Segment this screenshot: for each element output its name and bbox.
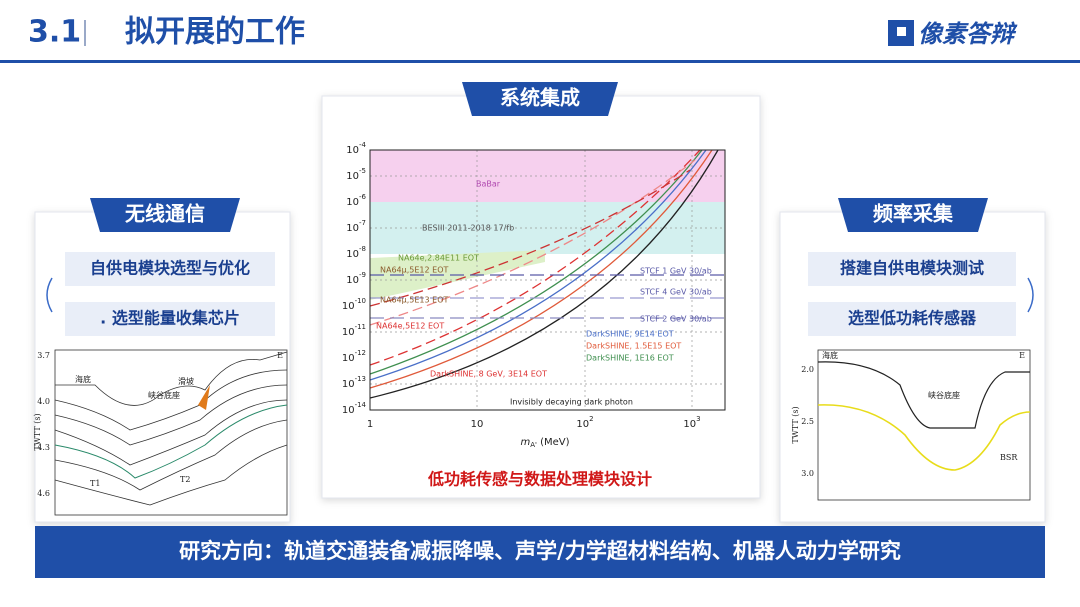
left-item-label: 自供电模块选型与优化 — [90, 259, 250, 278]
right-item — [808, 302, 1016, 336]
y-tick-label: 10-12 — [342, 349, 366, 364]
right-figure: 2.0 2.5 3.0 TWTT (s) E 海底 峡谷底座 BSR — [791, 349, 1031, 501]
annotation: Invisibly decaying dark photon — [510, 398, 633, 407]
header-rule — [0, 60, 1080, 63]
footer-banner — [35, 526, 1045, 578]
curves — [369, 149, 725, 399]
annotation: DarkSHINE, 9E14 EOT — [586, 330, 674, 339]
grid — [370, 150, 725, 410]
y-tick-label: 10-9 — [346, 271, 366, 286]
cycle-arrow — [46, 277, 53, 313]
fig-ylabel: TWTT (s) — [791, 406, 800, 443]
fig-label: T2 — [180, 475, 190, 484]
fig-label: 海底 — [75, 374, 91, 384]
annotation: NA64e,5E12 EOT — [376, 322, 444, 331]
annotation: NA64e,2.84E11 EOT — [398, 254, 479, 263]
right-tab — [838, 198, 988, 232]
y-tick-label: 10-11 — [342, 323, 366, 338]
fig-tick: 4.6 — [37, 489, 50, 498]
y-tick-label: 10-4 — [346, 141, 366, 156]
y-tick-label: 10-7 — [346, 219, 366, 234]
right-item-label: 搭建自供电模块测试 — [840, 259, 984, 278]
left-item-label: . 选型能量收集芯片 — [100, 309, 240, 328]
physics-plot: 10-4 10-5 10-6 10-7 10-8 10-9 10-10 10-1… — [342, 141, 726, 449]
fig-label: BSR — [1000, 453, 1018, 462]
fig-label: 峡谷底座 — [148, 390, 180, 400]
x-tick-label: 10 — [471, 419, 484, 430]
fig-tick: 2.0 — [801, 365, 814, 374]
x-tick-label: 103 — [683, 415, 700, 430]
fig-corner: E — [277, 351, 283, 360]
annotation: STCF 1 GeV 30/ab — [640, 267, 712, 276]
footer-text: 研究方向：轨道交通装备减振降噪、声学/力学超材料结构、机器人动力学研究 — [179, 539, 901, 563]
center-tab-label: 系统集成 — [500, 86, 580, 110]
fig-label: T1 — [90, 479, 100, 488]
logo-text: 像素答辩 — [918, 20, 1018, 48]
y-tick-label: 10-8 — [346, 245, 366, 260]
y-tick-label: 10-5 — [346, 167, 366, 182]
right-item — [808, 252, 1016, 286]
fig-corner: E — [1019, 351, 1025, 360]
annotation: NA64μ,5E12 EOT — [380, 266, 448, 275]
x-tick-label: 1 — [367, 419, 373, 430]
section-number: 3.1 — [28, 15, 81, 50]
y-tick-label: 10-13 — [342, 375, 366, 390]
separator — [84, 20, 86, 46]
fig-tick: 3.7 — [37, 351, 50, 360]
right-tab-label: 频率采集 — [873, 202, 954, 226]
left-tab-label: 无线通信 — [125, 202, 205, 226]
fig-tick: 3.0 — [801, 469, 814, 478]
logo-icon-inner — [897, 27, 906, 36]
plot-frame — [369, 149, 726, 411]
annotation: NA64μ,5E13 EOT — [380, 296, 448, 305]
annotation: BaBar — [476, 180, 501, 189]
center-caption: 低功耗传感与数据处理模块设计 — [427, 470, 652, 489]
annotation: STCF 2 GeV 30/ab — [640, 315, 712, 324]
fig-ylabel: TWTT (s) — [33, 413, 42, 450]
right-item-label: 选型低功耗传感器 — [848, 309, 977, 328]
annotation: BESIII 2011-2018 17/fb — [422, 224, 514, 233]
x-tick-label: 102 — [576, 415, 593, 430]
cycle-arrow — [1027, 277, 1034, 313]
page-title: 拟开展的工作 — [125, 15, 305, 50]
left-tab — [90, 198, 240, 232]
y-tick-label: 10-14 — [342, 401, 367, 416]
annotation: DarkSHINE, 1.5E15 EOT — [586, 342, 681, 351]
y-tick-label: 10-6 — [346, 193, 366, 208]
x-axis-label: mA' (MeV) — [520, 437, 569, 449]
left-figure: 3.7 4.0 4.3 4.6 TWTT (s) E 海底 峡谷底座 滑坡 T1… — [33, 349, 288, 516]
fig-label: 峡谷底座 — [928, 390, 960, 400]
annotation: STCF 4 GeV 30/ab — [640, 288, 712, 297]
fig-tick: 4.3 — [37, 443, 50, 452]
fig-label: 海底 — [822, 350, 838, 360]
center-tab — [462, 82, 618, 116]
annotation: DarkSHINE, 1E16 EOT — [586, 354, 674, 363]
left-item — [65, 252, 275, 286]
fig-tick: 2.5 — [801, 417, 814, 426]
fig-label: 滑坡 — [178, 376, 194, 386]
y-tick-label: 10-10 — [342, 297, 366, 312]
fig-tick: 4.0 — [37, 397, 50, 406]
annotation: DarkSHINE, 8 GeV, 3E14 EOT — [430, 370, 547, 379]
left-item — [65, 302, 275, 336]
